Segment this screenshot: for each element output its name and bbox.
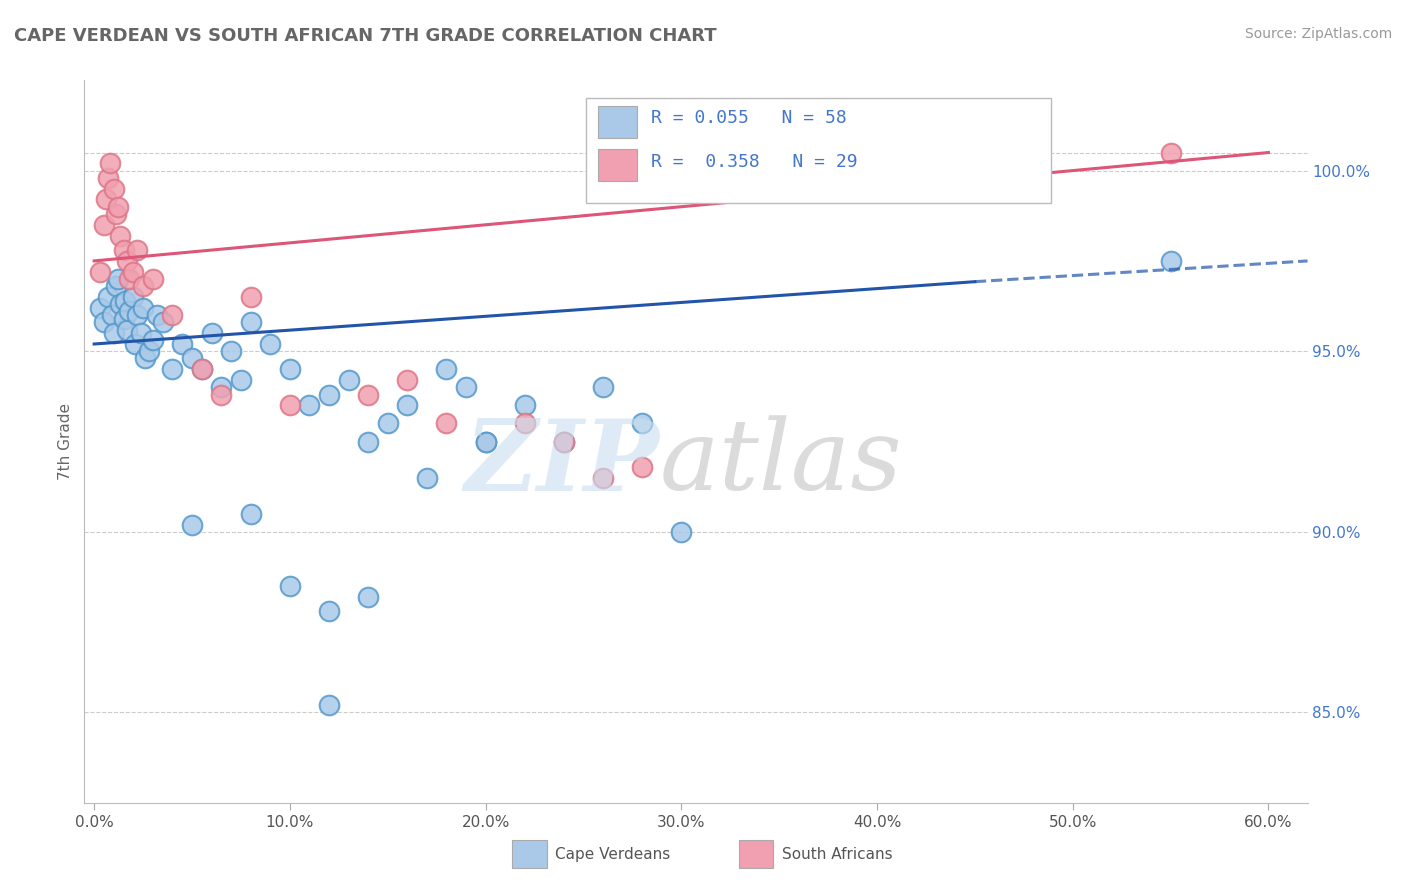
Point [172,337,194,351]
Text: ZIP: ZIP [464,415,659,511]
Point [107,200,129,214]
Point [112,311,135,326]
Point [138,344,160,359]
Point [104,207,127,221]
Point [436,417,458,431]
Point [97,170,120,185]
Point [142,272,165,286]
Point [181,517,204,532]
Point [396,399,419,413]
Point [107,272,129,286]
Point [278,362,301,376]
Point [1160,254,1182,268]
Point [513,417,536,431]
Point [97,290,120,304]
FancyBboxPatch shape [598,149,637,181]
Point [162,308,184,322]
Point [318,387,340,401]
FancyBboxPatch shape [513,840,547,868]
Point [132,279,155,293]
Point [146,308,169,322]
Point [118,304,141,318]
Point [239,315,262,329]
Point [103,326,125,341]
Point [104,279,127,293]
Point [377,417,399,431]
Point [103,182,125,196]
Text: CAPE VERDEAN VS SOUTH AFRICAN 7TH GRADE CORRELATION CHART: CAPE VERDEAN VS SOUTH AFRICAN 7TH GRADE … [14,27,717,45]
Point [592,471,614,485]
Point [474,434,496,449]
Point [117,254,139,268]
Text: R = 0.055   N = 58: R = 0.055 N = 58 [651,109,846,128]
Point [278,399,301,413]
Y-axis label: 7th Grade: 7th Grade [58,403,73,480]
Point [357,434,380,449]
FancyBboxPatch shape [586,98,1050,203]
Point [209,380,232,394]
Point [89,265,111,279]
Text: atlas: atlas [659,416,903,511]
Point [191,362,214,376]
Text: South Africans: South Africans [782,847,893,863]
Point [100,308,122,322]
Point [162,362,184,376]
Point [108,228,131,243]
Point [98,156,121,170]
Point [89,301,111,315]
Point [122,290,145,304]
Point [553,434,575,449]
Point [474,434,496,449]
Text: Source: ZipAtlas.com: Source: ZipAtlas.com [1244,27,1392,41]
Point [318,698,340,713]
Point [513,399,536,413]
Point [200,326,222,341]
Point [337,373,360,387]
FancyBboxPatch shape [598,105,637,138]
Point [127,243,149,257]
Point [124,337,146,351]
Point [93,218,115,232]
Point [132,301,155,315]
Point [298,399,321,413]
Point [94,193,117,207]
Text: R =  0.358   N = 29: R = 0.358 N = 29 [651,153,858,170]
Point [142,334,165,348]
Point [357,590,380,604]
Text: Cape Verdeans: Cape Verdeans [555,847,671,863]
Point [191,362,214,376]
Point [631,417,654,431]
Point [134,351,156,366]
Point [259,337,281,351]
Point [219,344,242,359]
Point [239,290,262,304]
Point [357,387,380,401]
Point [129,326,152,341]
Point [318,604,340,618]
Point [122,265,145,279]
Point [239,507,262,521]
Point [416,471,439,485]
Point [209,387,232,401]
Point [436,362,458,376]
Point [396,373,419,387]
Point [127,308,149,322]
Point [108,297,131,311]
Point [229,373,252,387]
Point [1160,145,1182,160]
Point [454,380,477,394]
FancyBboxPatch shape [738,840,773,868]
Point [112,243,135,257]
Point [117,322,139,336]
Point [181,351,204,366]
Point [553,434,575,449]
Point [93,315,115,329]
Point [278,579,301,593]
Point [631,459,654,474]
Point [152,315,174,329]
Point [118,272,141,286]
Point [592,380,614,394]
Point [114,293,136,308]
Point [671,524,693,539]
